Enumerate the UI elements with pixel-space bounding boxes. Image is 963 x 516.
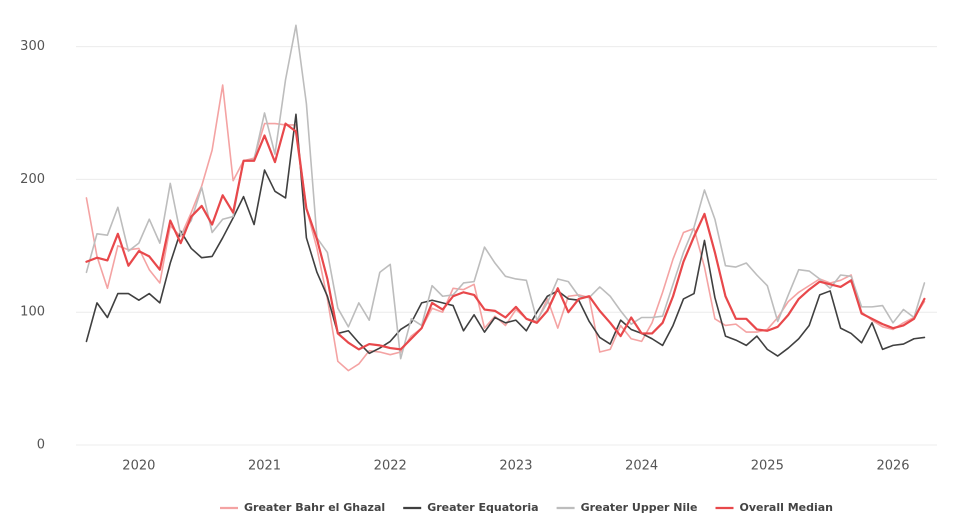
series-line [85,84,926,372]
legend-label: Greater Equatoria [427,501,538,514]
legend-label: Greater Upper Nile [581,501,698,514]
plot-area [85,24,926,372]
y-tick-label: 100 [20,305,45,320]
x-tick-label: 2020 [122,459,155,474]
y-tick-label: 200 [20,172,45,187]
series-line [85,113,926,357]
legend-item: Greater Upper Nile [556,501,698,514]
series-line [85,24,926,360]
x-tick-label: 2026 [876,459,909,474]
x-tick-label: 2025 [751,459,784,474]
y-tick-label: 0 [37,438,45,453]
x-tick-label: 2024 [625,459,658,474]
x-tick-label: 2023 [499,459,532,474]
legend-label: Greater Bahr el Ghazal [244,501,385,514]
x-tick-label: 2022 [374,459,407,474]
grid: 0 100 200 300 2020 2021 2022 2023 2024 2025 2026 [20,39,937,474]
y-tick-label: 300 [20,39,45,54]
legend-item: Overall Median [715,501,834,514]
legend: Greater Bahr el Ghazal Greater Equatoria G… [220,501,833,514]
legend-item: Greater Bahr el Ghazal [220,501,385,514]
legend-label: Overall Median [740,501,834,514]
series-line [85,122,926,351]
x-tick-label: 2021 [248,459,281,474]
legend-item: Greater Equatoria [403,501,539,514]
